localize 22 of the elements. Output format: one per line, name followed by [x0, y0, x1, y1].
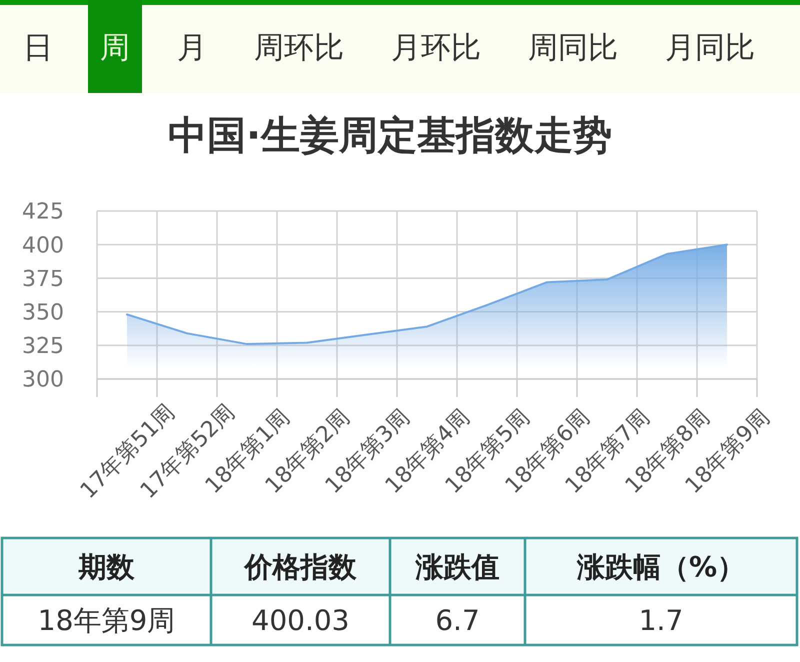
text: 日: [23, 30, 53, 66]
text: 月环比: [391, 30, 481, 66]
y-tick-label: 425: [22, 200, 64, 225]
text: 周环比: [254, 30, 344, 66]
text: 400.03: [252, 604, 350, 637]
text: 涨跌幅（%）: [576, 550, 746, 584]
text: 月同比: [665, 30, 755, 66]
text: 18年第9周: [38, 604, 176, 637]
chart-title: 中国·生姜周定基指数走势: [168, 114, 612, 159]
y-tick-label: 350: [22, 300, 64, 326]
y-tick-label: 400: [22, 233, 64, 258]
text: 价格指数: [244, 550, 358, 584]
text: 1.7: [638, 604, 684, 637]
y-tick-label: 325: [22, 334, 64, 360]
y-tick-label: 375: [22, 266, 64, 292]
text: 月: [177, 30, 207, 66]
text: 6.7: [435, 604, 480, 637]
text: 周: [100, 30, 130, 66]
text: 周同比: [528, 30, 618, 66]
y-tick-label: 300: [22, 368, 64, 393]
text: 期数: [78, 550, 136, 584]
text: 涨跌值: [414, 550, 500, 584]
